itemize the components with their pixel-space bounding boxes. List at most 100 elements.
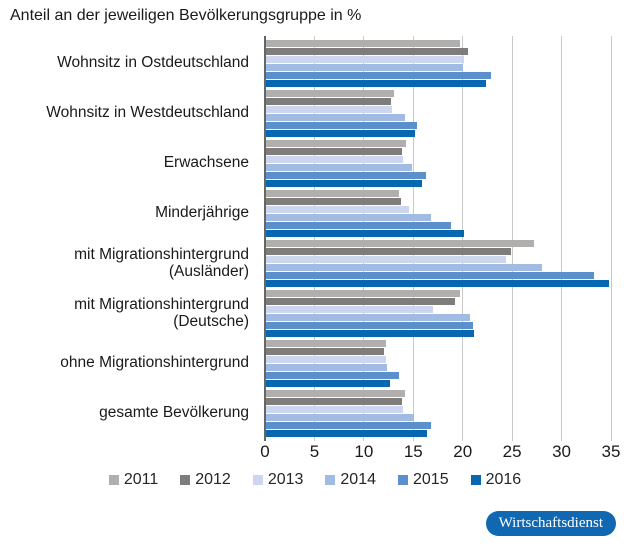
bar-2012 (265, 148, 403, 155)
x-tick-label: 35 (601, 442, 621, 461)
bar-2011 (265, 90, 394, 97)
bar-2015 (265, 72, 492, 79)
wirtschaftsdienst-badge: Wirtschaftsdienst (485, 511, 616, 536)
bar-2014 (265, 164, 413, 171)
bar-group (265, 38, 611, 88)
x-axis-ticks: 0 5 10 15 20 25 30 35 (260, 442, 620, 464)
bar-group (265, 138, 611, 188)
x-tick-label: 0 (260, 442, 270, 461)
bar-2013 (265, 406, 404, 413)
bar-2011 (265, 240, 534, 247)
bar-2013 (265, 56, 464, 63)
axis-zero-line (264, 36, 266, 441)
legend-item-2013: 2013 (252, 471, 304, 489)
bar-2016 (265, 330, 474, 337)
legend-label: 2014 (340, 471, 376, 488)
bar-2011 (265, 290, 460, 297)
bar-2012 (265, 248, 512, 255)
bar-2015 (265, 272, 595, 279)
bar-2014 (265, 364, 387, 371)
bar-2014 (265, 414, 415, 421)
category-label: mit Migrationshintergrund (Deutsche) (74, 295, 249, 330)
legend-label: 2012 (195, 471, 231, 488)
bar-2014 (265, 64, 463, 71)
bar-2012 (265, 398, 403, 405)
legend-swatch (325, 475, 336, 485)
bar-2016 (265, 380, 390, 387)
bar-2015 (265, 422, 432, 429)
bar-2011 (265, 340, 386, 347)
category-label: gesamte Bevölkerung (99, 404, 249, 422)
legend-swatch (180, 475, 191, 485)
category-label: mit Migrationshintergrund (Ausländer) (74, 245, 249, 280)
bar-2016 (265, 230, 464, 237)
chart-title: Anteil an der jeweiligen Bevölkerungsgru… (10, 7, 362, 24)
gridline (363, 36, 365, 441)
category-label: ohne Migrationshintergrund (60, 354, 249, 372)
bar-2013 (265, 256, 507, 263)
bar-2011 (265, 40, 460, 47)
legend-swatch (108, 475, 119, 485)
bar-2014 (265, 214, 432, 221)
legend: 2011 2012 2013 2014 2015 2016 (0, 471, 630, 489)
bar-2011 (265, 190, 400, 197)
x-tick-label: 20 (453, 442, 473, 461)
bar-2013 (265, 306, 434, 313)
bar-2016 (265, 180, 423, 187)
bar-group (265, 288, 611, 338)
bar-2012 (265, 98, 391, 105)
plot-area (264, 36, 612, 441)
x-tick-label: 15 (403, 442, 423, 461)
bar-2016 (265, 80, 487, 87)
bar-group (265, 238, 611, 288)
legend-label: 2011 (123, 471, 159, 488)
bar-2013 (265, 206, 410, 213)
bar-2016 (265, 130, 416, 137)
bar-group (265, 188, 611, 238)
bars-container (265, 38, 611, 438)
category-label: Erwachsene (163, 154, 249, 172)
legend-label: 2016 (485, 471, 522, 488)
bar-2016 (265, 280, 610, 287)
x-tick-label: 5 (309, 442, 320, 461)
bar-group (265, 338, 611, 388)
gridline (511, 36, 513, 441)
bar-2015 (265, 122, 418, 129)
bar-2012 (265, 48, 468, 55)
legend-item-2012: 2012 (180, 471, 231, 489)
bar-group (265, 88, 611, 138)
bar-2015 (265, 322, 473, 329)
bar-2015 (265, 222, 451, 229)
bar-2013 (265, 156, 404, 163)
bar-2013 (265, 106, 392, 113)
legend-label: 2013 (267, 471, 304, 488)
gridline (462, 36, 464, 441)
bar-2015 (265, 372, 400, 379)
legend-swatch (470, 475, 481, 485)
legend-swatch (252, 475, 263, 485)
gridline (561, 36, 563, 441)
category-label: Wohnsitz in Westdeutschland (46, 104, 249, 122)
legend-item-2015: 2015 (398, 471, 449, 489)
gridline (313, 36, 315, 441)
bar-2011 (265, 390, 406, 397)
bar-2012 (265, 298, 455, 305)
bar-2014 (265, 314, 470, 321)
bar-2016 (265, 430, 428, 437)
bar-2015 (265, 172, 427, 179)
bar-2012 (265, 198, 402, 205)
bar-2014 (265, 114, 406, 121)
legend-item-2014: 2014 (325, 471, 376, 489)
category-label: Wohnsitz in Ostdeutschland (57, 54, 249, 72)
bar-group (265, 388, 611, 438)
bar-2012 (265, 348, 384, 355)
x-tick-label: 25 (502, 442, 522, 461)
legend-label: 2015 (413, 471, 449, 488)
legend-item-2011: 2011 (108, 471, 159, 489)
category-label: Minderjährige (155, 204, 249, 222)
category-labels: Wohnsitz in Ostdeutschland Wohnsitz in We… (0, 38, 249, 438)
legend-swatch (398, 475, 408, 485)
bar-2011 (265, 140, 407, 147)
bar-2013 (265, 356, 386, 363)
x-tick-label: 30 (552, 442, 572, 461)
